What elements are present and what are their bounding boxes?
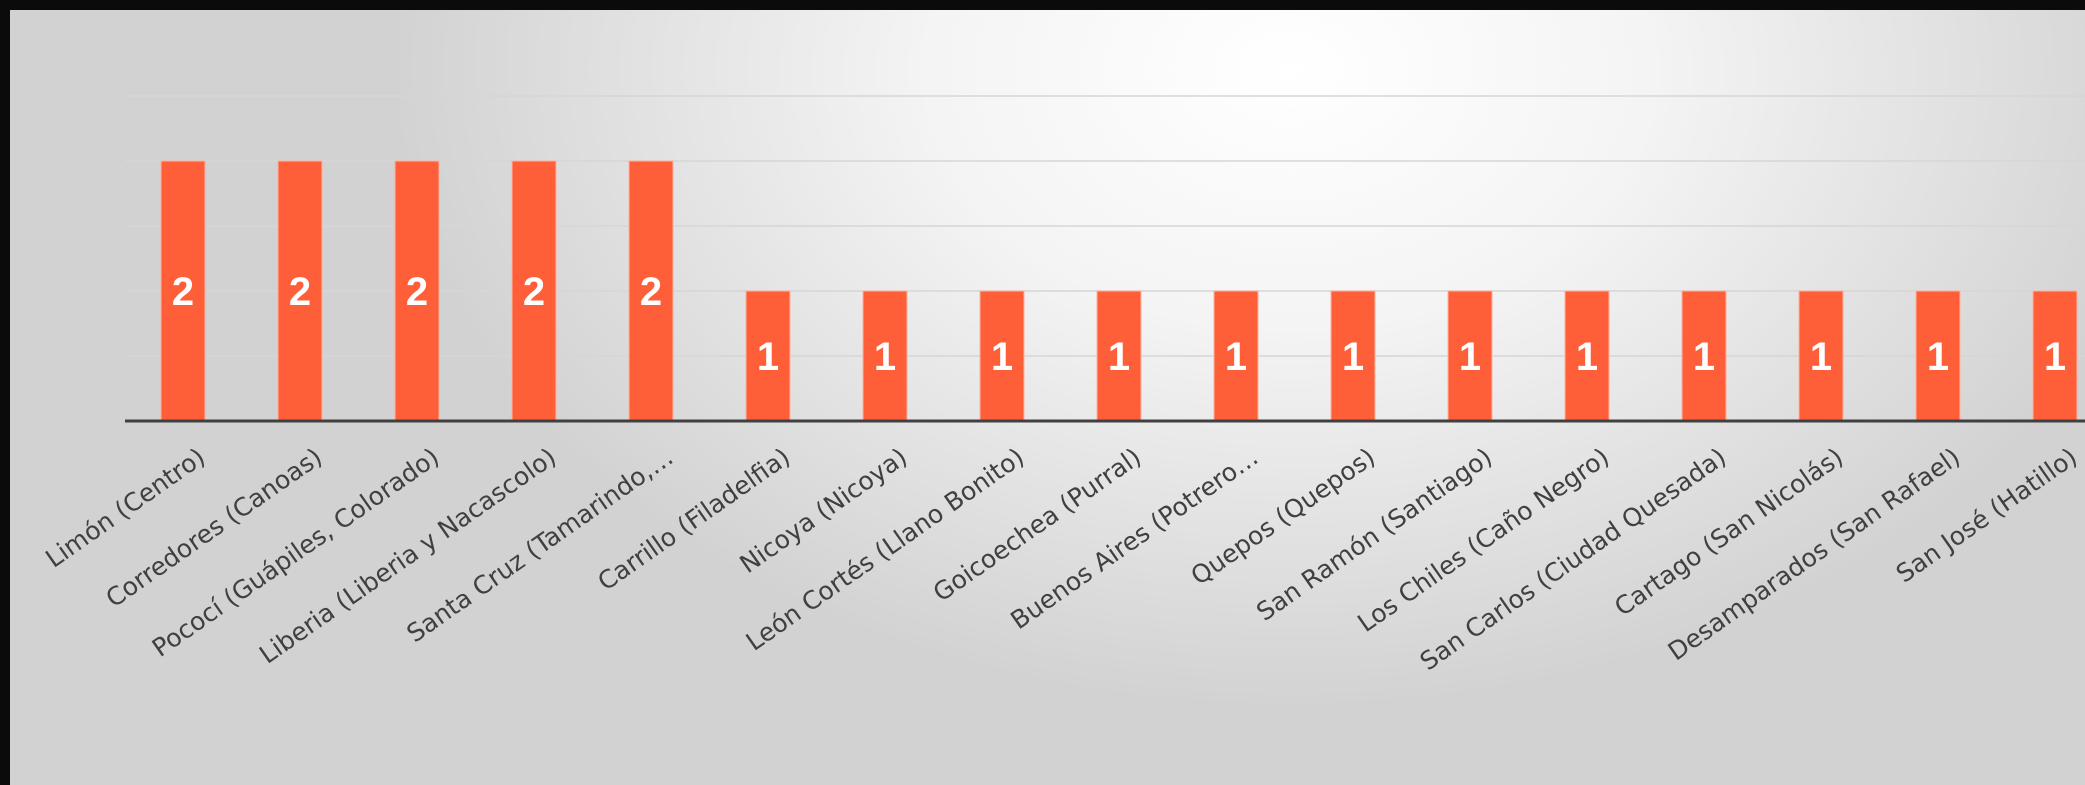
x-tick-label: Goicoechea (Purral) bbox=[928, 442, 1147, 607]
chart-frame: 2 2 2 2 2 1 1 1 1 1 1 1 1 1 1 1 1 Limón (Centro) Corredor… bbox=[10, 10, 2085, 785]
data-label: 2 bbox=[172, 270, 194, 314]
bar bbox=[1681, 290, 1727, 422]
x-tick-label: Cartago (San Nicolás) bbox=[1609, 442, 1848, 622]
bar-chart: 2 2 2 2 2 1 1 1 1 1 1 1 1 1 1 1 1 Limón (Centro)Corredor… bbox=[40, 95, 2085, 676]
bar bbox=[1915, 290, 1961, 422]
data-labels: 2 2 2 2 2 1 1 1 1 1 1 1 1 1 1 1 1 bbox=[172, 270, 2066, 379]
data-label: 1 bbox=[1927, 335, 1949, 379]
bar bbox=[1096, 290, 1142, 422]
bar bbox=[862, 290, 908, 422]
bar bbox=[1330, 290, 1376, 422]
data-label: 1 bbox=[2044, 335, 2066, 379]
x-tick-label: Corredores (Canoas) bbox=[101, 442, 328, 613]
bar bbox=[160, 160, 206, 422]
bar bbox=[979, 290, 1025, 422]
data-label: 1 bbox=[1810, 335, 1832, 379]
data-label: 1 bbox=[991, 335, 1013, 379]
bar bbox=[394, 160, 440, 422]
data-label: 1 bbox=[757, 335, 779, 379]
bar bbox=[1798, 290, 1844, 422]
bar bbox=[628, 160, 674, 422]
bar bbox=[1213, 290, 1259, 422]
bar bbox=[511, 160, 557, 422]
data-label: 2 bbox=[406, 270, 428, 314]
data-label: 1 bbox=[1108, 335, 1130, 379]
data-label: 1 bbox=[1576, 335, 1598, 379]
bar bbox=[1564, 290, 1610, 422]
bar bbox=[745, 290, 791, 422]
gridlines bbox=[125, 95, 2085, 357]
data-label: 2 bbox=[289, 270, 311, 314]
bar bbox=[1447, 290, 1493, 422]
data-label: 1 bbox=[1225, 335, 1247, 379]
bar bbox=[2032, 290, 2078, 422]
data-label: 2 bbox=[640, 270, 662, 314]
x-tick-label: Carrillo (Filadelfia) bbox=[592, 442, 795, 596]
bars bbox=[160, 160, 2078, 422]
data-label: 1 bbox=[1459, 335, 1481, 379]
data-label: 2 bbox=[523, 270, 545, 314]
data-label: 1 bbox=[1342, 335, 1364, 379]
data-label: 1 bbox=[874, 335, 896, 379]
data-label: 1 bbox=[1693, 335, 1715, 379]
x-tick-labels: Limón (Centro)Corredores (Canoas)Pococí … bbox=[40, 442, 2082, 676]
